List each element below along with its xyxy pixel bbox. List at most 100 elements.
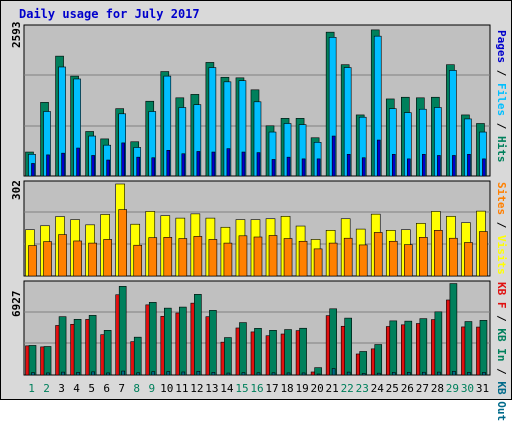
day-label: 31 <box>476 382 489 395</box>
day-label: 9 <box>148 382 155 395</box>
kbin-bar <box>374 344 383 376</box>
legend-sep: / <box>495 116 508 136</box>
hits-panel-max-label: 2593 <box>10 21 23 49</box>
legend-kbf: KB F <box>495 282 508 309</box>
sites-bar <box>328 242 338 277</box>
pages-bar <box>211 151 216 177</box>
sites-bar <box>163 237 173 277</box>
kbin-bar <box>434 311 443 376</box>
legend-sep: / <box>495 63 508 83</box>
kbin-bar <box>419 318 428 376</box>
pages-bar <box>91 155 95 177</box>
pages-bar <box>467 154 471 177</box>
pages-bar <box>226 148 231 177</box>
day-label: 3 <box>58 382 65 395</box>
pages-bar <box>61 152 65 177</box>
day-label: 17 <box>265 382 278 395</box>
legend-kbin: KB In <box>495 328 508 362</box>
kbin-bar <box>43 346 52 376</box>
kbin-bar <box>148 302 157 376</box>
chart-title: Daily usage for July 2017 <box>19 7 200 21</box>
sites-bar <box>58 234 67 277</box>
legend-sep: / <box>495 215 508 235</box>
legend-visits: Visits <box>495 235 508 275</box>
kbin-bar <box>239 322 247 376</box>
sites-bar <box>283 238 293 277</box>
day-label: 11 <box>175 382 188 395</box>
pages-bar <box>241 151 246 177</box>
kbout-bar <box>286 372 291 376</box>
day-label: 14 <box>220 382 234 395</box>
pages-bar <box>286 156 291 177</box>
kb-panel-max-label: 6927 <box>10 290 23 318</box>
kbin-bar <box>359 351 368 376</box>
day-label: 30 <box>461 382 474 395</box>
pages-bar <box>151 157 156 177</box>
pages-bar <box>482 158 486 177</box>
sites-bar <box>178 238 188 277</box>
sites-bar <box>193 236 203 277</box>
kbout-bar <box>46 372 50 376</box>
pages-bar <box>346 154 351 177</box>
sites-bar <box>88 242 97 277</box>
day-label: 4 <box>73 382 80 395</box>
kbin-bar <box>299 327 307 376</box>
day-label: 26 <box>401 382 414 395</box>
kbout-bar <box>226 372 231 376</box>
sites-bar <box>404 244 413 277</box>
kbin-bar <box>163 307 172 376</box>
legend-sep: / <box>495 308 508 329</box>
kbout-bar <box>376 372 381 376</box>
kbin-bar <box>103 330 112 376</box>
kbout-bar <box>422 371 426 376</box>
pages-bar <box>181 153 186 177</box>
sites-bar <box>313 248 323 277</box>
sites-bar <box>434 230 443 277</box>
pages-bar <box>361 157 366 177</box>
kbin-bar <box>224 337 232 376</box>
pages-bar <box>121 142 125 177</box>
legend-kbout: KB Out <box>495 381 508 421</box>
day-label: 21 <box>326 382 339 395</box>
pages-bar <box>46 154 50 177</box>
kbin-bar <box>404 320 413 376</box>
sites-bar <box>73 240 82 277</box>
pages-bar <box>166 150 171 177</box>
kbin-bar <box>254 328 262 376</box>
kbout-bar <box>61 371 65 376</box>
day-label: 15 <box>235 382 248 395</box>
sites-bar <box>343 237 353 277</box>
kb-panel-legend: KB F / KB In / KB Out <box>495 282 508 421</box>
kbin-bar <box>194 294 202 376</box>
kbin-bar <box>73 318 82 376</box>
kbin-bar <box>344 317 352 376</box>
kbout-bar <box>482 372 486 376</box>
pages-bar <box>106 159 110 177</box>
sites-bar <box>449 237 458 277</box>
pages-bar <box>452 155 456 177</box>
day-label: 5 <box>88 382 95 395</box>
pages-bar <box>136 156 141 177</box>
day-label: 19 <box>295 382 308 395</box>
sites-bar <box>43 241 52 277</box>
kbin-bar <box>88 315 97 376</box>
legend-pages: Pages <box>495 30 508 64</box>
day-label: 22 <box>341 382 354 395</box>
pages-bar <box>301 158 306 177</box>
legend-sep: / <box>495 361 508 382</box>
visits-panel-legend: Sites / Visits <box>495 182 508 275</box>
day-label: 1 <box>28 382 35 395</box>
kbout-bar <box>151 371 156 376</box>
day-label: 29 <box>446 382 459 395</box>
kbin-bar <box>284 329 292 376</box>
pages-bar <box>76 147 80 177</box>
sites-bar <box>388 240 398 277</box>
sites-bar <box>419 237 428 277</box>
sites-bar <box>268 235 278 277</box>
kbout-bar <box>437 371 441 376</box>
kbin-bar <box>329 308 337 376</box>
pages-bar <box>31 163 35 177</box>
sites-bar <box>28 245 37 277</box>
kbout-bar <box>316 373 321 376</box>
